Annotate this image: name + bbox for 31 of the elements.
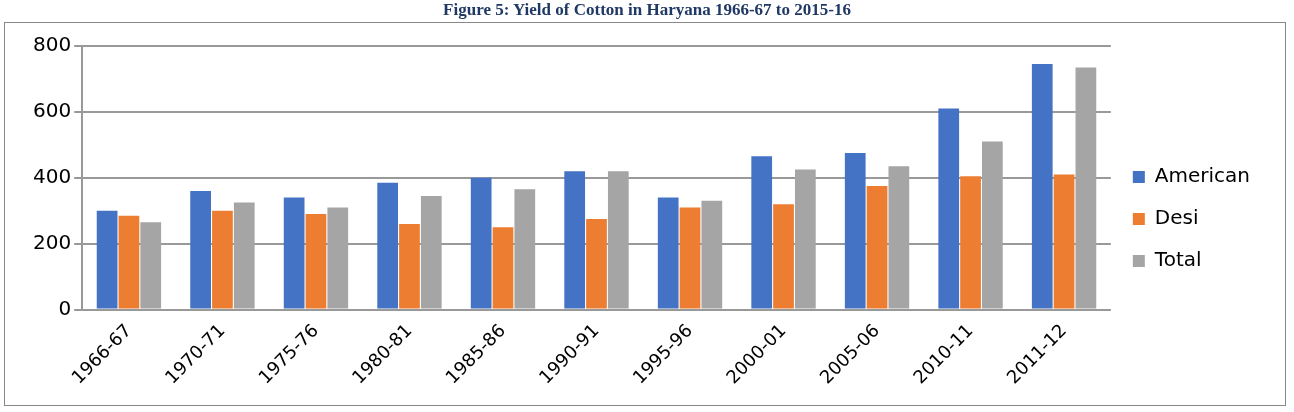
- bar: [1053, 174, 1075, 309]
- bar: [564, 171, 586, 309]
- bar: [866, 186, 888, 309]
- bar: [96, 210, 118, 309]
- bar: [751, 156, 773, 309]
- bar: [492, 227, 514, 309]
- bar: [118, 215, 140, 309]
- bar: [283, 197, 305, 309]
- y-tick-label: 400: [32, 163, 72, 188]
- bar: [938, 108, 960, 309]
- legend-label: American: [1154, 163, 1251, 188]
- y-tick-label: 200: [32, 229, 72, 254]
- bar: [1031, 64, 1053, 309]
- y-tick-label: 600: [32, 98, 72, 123]
- bar: [305, 214, 327, 309]
- bar: [657, 197, 679, 309]
- bar: [212, 210, 233, 309]
- bar: [190, 190, 211, 309]
- bar: [960, 176, 981, 309]
- y-tick-label: 800: [32, 32, 72, 57]
- bar: [377, 182, 399, 309]
- bar: [773, 204, 794, 309]
- bar: [844, 153, 866, 309]
- legend-label: Desi: [1154, 205, 1199, 230]
- bar: [399, 223, 420, 309]
- bar: [586, 218, 607, 309]
- bar: [679, 207, 701, 309]
- bar: [470, 177, 492, 309]
- y-tick-label: 0: [58, 295, 72, 320]
- legend-label: Total: [1153, 247, 1202, 272]
- chart-title: Figure 5: Yield of Cotton in Haryana 1966-67 to 2015-16: [442, 0, 852, 20]
